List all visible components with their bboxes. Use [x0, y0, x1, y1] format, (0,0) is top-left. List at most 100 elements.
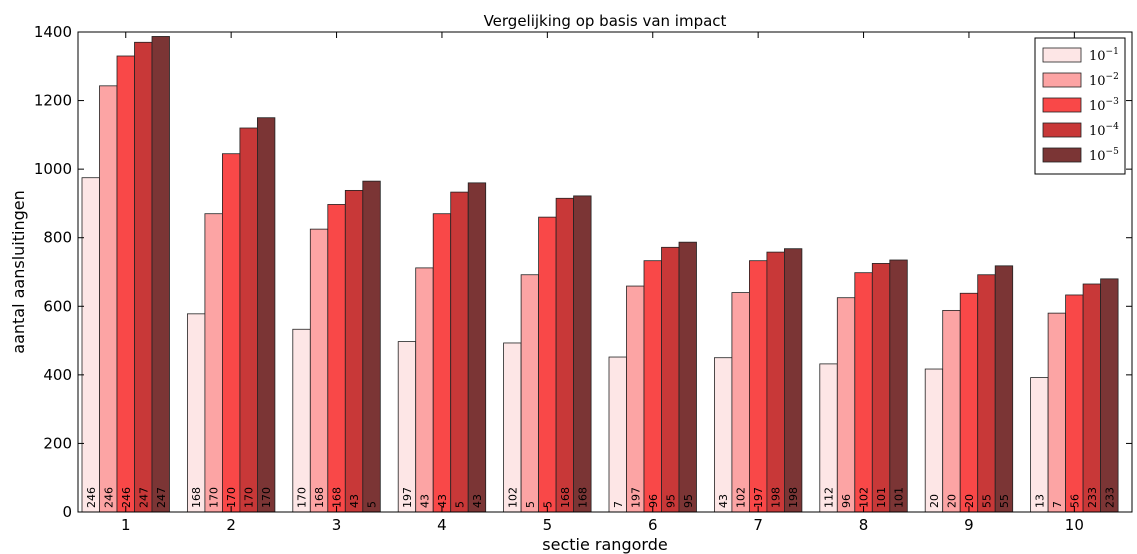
bar-s4-c3 [344, 189, 364, 513]
y-axis-title: aantal aansluitingen [9, 190, 28, 353]
bar-s1-c3 [292, 328, 311, 513]
y-tick-label: 600 [43, 297, 72, 315]
bar-label-s5-c5: 168 [576, 487, 589, 508]
bar-s2-c6 [626, 285, 645, 513]
bar-label-s5-c4: 43 [471, 494, 484, 508]
bar-label-s2-c2: 170 [208, 487, 221, 508]
x-tick-label: 8 [859, 516, 869, 534]
bar-s5-c10 [1100, 278, 1119, 513]
y-tick-label: 200 [43, 434, 72, 452]
bar-s3-c6 [643, 260, 662, 513]
bar-s1-c9 [924, 368, 944, 513]
bar-label-s2-c9: 20 [945, 494, 958, 508]
bar-s1-c5 [503, 342, 522, 513]
bar-s2-c3 [309, 228, 329, 513]
bar-label-s1-c5: 102 [506, 487, 519, 508]
bar-s5-c1 [151, 36, 170, 513]
bar-s5-c7 [784, 248, 803, 513]
legend-swatch-2 [1042, 72, 1082, 88]
bar-label-s2-c4: 43 [418, 494, 431, 508]
bar-label-s2-c1: 246 [102, 487, 115, 508]
legend-label-exponent-4: −4 [1106, 122, 1120, 132]
bar-label-s1-c4: 197 [401, 487, 414, 508]
bar-label-s1-c3: 170 [296, 487, 309, 508]
bar-label-s5-c1: 247 [155, 487, 168, 508]
bar-label-s2-c7: 102 [735, 487, 748, 508]
bar-label-s3-c10: 56 [1068, 494, 1081, 508]
bar-label-s2-c8: 96 [840, 494, 853, 508]
bar-s1-c6 [608, 356, 627, 513]
x-axis-title: sectie rangorde [542, 535, 667, 554]
bar-label-s3-c5: 5 [541, 501, 554, 508]
x-tick-label: 1 [121, 516, 131, 534]
bar-label-s5-c7: 198 [787, 487, 800, 508]
bar-s3-c2 [221, 153, 241, 513]
bar-s4-c6 [661, 246, 680, 513]
bar-label-s5-c10: 233 [1103, 487, 1116, 508]
legend-swatch-3 [1042, 97, 1082, 113]
bar-label-s1-c2: 168 [190, 487, 203, 508]
bar-s3-c5 [538, 216, 557, 513]
bar-label-s1-c8: 112 [823, 487, 836, 508]
bar-label-s2-c5: 5 [524, 501, 537, 508]
y-tick-label: 1200 [34, 92, 72, 110]
y-tick-label: 0 [62, 503, 72, 521]
bar-label-s4-c7: 198 [770, 487, 783, 508]
bar-s4-c4 [450, 191, 469, 513]
bar-s2-c9 [942, 309, 961, 513]
bar-label-s2-c3: 168 [313, 487, 326, 508]
bar-s2-c4 [415, 267, 434, 513]
bar-s3-c1 [116, 55, 135, 513]
legend-swatch-4 [1042, 122, 1082, 138]
legend-swatch-1 [1042, 47, 1082, 63]
bar-s3-c3 [327, 204, 346, 513]
bar-s4-c9 [977, 274, 996, 513]
bar-s2-c1 [99, 85, 118, 513]
bar-s1-c7 [714, 357, 733, 513]
bar-label-s5-c9: 55 [998, 494, 1011, 508]
legend-label-exponent-1: −1 [1106, 47, 1119, 57]
bar-labels-layer: 246 168 170 197 102 7 43 112 20 13 246 170 168 43 5 197… [85, 487, 1117, 508]
chart-title: Vergelijking op basis van impact [484, 12, 727, 30]
bar-s4-c1 [134, 41, 153, 513]
legend-label-exponent-5: −5 [1106, 147, 1120, 157]
bar-s1-c4 [397, 341, 417, 513]
bar-label-s3-c7: 197 [752, 487, 765, 508]
bar-label-s3-c6: 96 [647, 494, 660, 508]
bar-s2-c5 [520, 274, 539, 513]
x-tick-label: 2 [226, 516, 236, 534]
bar-s2-c8 [836, 297, 856, 513]
bar-label-s4-c6: 95 [664, 494, 677, 508]
y-tick-label: 1000 [34, 160, 72, 178]
bar-label-s1-c1: 246 [85, 487, 98, 508]
legend-swatch-5 [1042, 147, 1082, 163]
bar-s3-c9 [959, 292, 979, 513]
bar-s5-c8 [889, 259, 908, 513]
bar-label-s1-c6: 7 [612, 501, 625, 508]
bar-s4-c2 [239, 127, 258, 513]
bar-s3-c10 [1065, 294, 1084, 513]
bar-s5-c2 [256, 117, 276, 513]
bar-label-s1-c10: 13 [1033, 494, 1046, 508]
y-tick-label: 1400 [34, 23, 72, 41]
bar-s5-c4 [467, 182, 487, 513]
bar-label-s1-c7: 43 [717, 494, 730, 508]
bar-s5-c9 [994, 265, 1014, 513]
bar-label-s3-c1: 246 [120, 487, 133, 508]
bar-s3-c7 [749, 260, 768, 513]
bar-s5-c5 [573, 195, 592, 513]
bar-s1-c1 [81, 177, 100, 513]
x-tick-label: 7 [753, 516, 763, 534]
bar-label-s3-c8: 102 [858, 487, 871, 508]
x-tick-label: 5 [543, 516, 553, 534]
y-tick-label: 400 [43, 366, 72, 384]
bar-label-s4-c4: 5 [453, 501, 466, 508]
bar-label-s4-c10: 233 [1086, 487, 1099, 508]
bar-label-s4-c1: 247 [137, 487, 150, 508]
bar-s3-c4 [432, 213, 452, 513]
bars-layer [81, 36, 1119, 513]
bar-label-s2-c10: 7 [1051, 501, 1064, 508]
